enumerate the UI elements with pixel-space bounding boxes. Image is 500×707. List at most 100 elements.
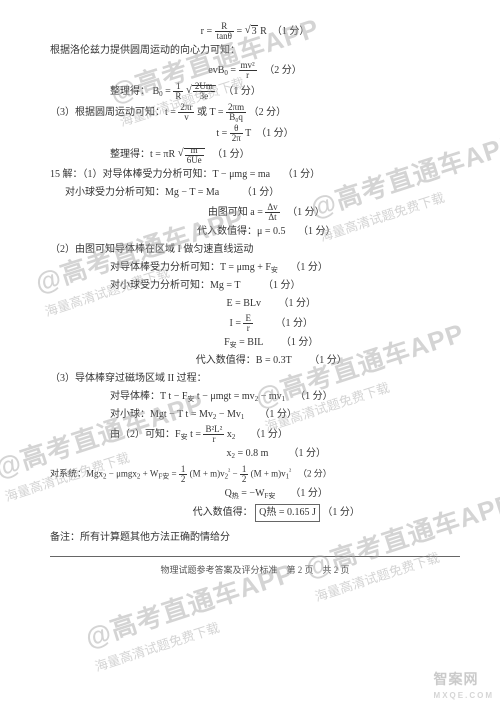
den: Δt [265, 213, 279, 222]
txt: = BIL [239, 337, 263, 348]
txt: 或 T = [197, 107, 226, 118]
radical: √ [245, 24, 251, 36]
txt: 代入数值得： [193, 507, 253, 518]
sub: F安 [158, 472, 169, 480]
ball-force: 对小球受力分析可知：Mg = T （1 分） [50, 278, 460, 294]
den: r [203, 435, 224, 444]
score: （1 分） [282, 206, 325, 217]
eq-t-result: 整理得：t = πR √m6Ue （1 分） [50, 145, 460, 164]
txt: 代入数值得：μ = 0.5 [197, 226, 286, 237]
sub: 2 [232, 433, 236, 441]
txt: 整理得： [110, 86, 150, 97]
score: （1 分） [275, 318, 313, 329]
txt: = [230, 65, 238, 76]
boxed-answer: Q热 = 0.165 J [255, 504, 320, 522]
txt: t − μmgt = mv [197, 391, 255, 402]
sub: 2 [103, 472, 107, 480]
txt: = [172, 468, 179, 478]
score: （1 分） [290, 488, 328, 499]
x2-result: x2 = 0.8 m （1 分） [50, 446, 460, 462]
explain-lorentz: 根据洛伦兹力提供圆周运动的向心力可知： [50, 43, 460, 59]
txt: 对小球受力分析可知：Mg − T = Ma [65, 187, 219, 198]
q15-ball: 对小球受力分析可知：Mg − T = Ma （1 分） [50, 185, 460, 201]
q15-rod: 15 解：（1）对导体棒受力分析可知：T − μmg = ma （1 分） [50, 167, 460, 183]
impulse-ball: 对小球：Mgt − T t = Mv2 − Mv1 （1 分） [50, 407, 460, 423]
den: B₀q [226, 113, 246, 122]
txt: − mv [261, 391, 282, 402]
den: v [178, 113, 194, 122]
sub: 1 [241, 413, 245, 421]
score: （1 分） [283, 169, 321, 180]
score: （1 分） [281, 337, 319, 348]
corner-main: 智案网 [434, 671, 479, 687]
sub: 热 [232, 492, 239, 500]
score: （1 分） [290, 262, 328, 273]
den: tanθ [215, 32, 234, 41]
txt: 由（2）可知：F [110, 429, 181, 440]
radical: √ [178, 147, 184, 159]
txt: − [233, 468, 240, 478]
txt: 15 解：（1）对导体棒受力分析可知：T − μmg = ma [50, 169, 270, 180]
score: （1 分） [309, 355, 347, 366]
eq-fbil: F安 = BIL （1 分） [50, 335, 460, 351]
txt: evB [208, 65, 224, 76]
score: （2 分） [249, 107, 287, 118]
sub: 安 [181, 433, 188, 441]
txt: (M + m)v [251, 468, 286, 478]
score: （1 分） [288, 448, 326, 459]
txt: r = [201, 26, 215, 37]
rod-force: 对导体棒受力分析可知：T = μmg + F安 （1 分） [50, 260, 460, 276]
eq-fat: 由（2）可知：F安 t = B²L²r x2 （1 分） [50, 425, 460, 444]
score: （1 分） [207, 149, 250, 160]
txt: （3）根据圆周运动可知：t = [50, 107, 178, 118]
q-heat: Q热 = −WF安 （1 分） [50, 486, 460, 502]
b-result: 代入数值得：B = 0.3T （1 分） [50, 353, 460, 369]
den: 2 [179, 475, 188, 484]
den: r [243, 324, 253, 333]
sub: 安 [230, 341, 237, 349]
eq-current: I = Er （1 分） [50, 314, 460, 333]
score: （2 分） [259, 65, 302, 76]
den: 6Ue [185, 156, 204, 165]
txt: (M + m)v [190, 468, 225, 478]
eq-a: 由图可知 a = ΔvΔt （1 分） [50, 203, 460, 222]
score: （2 分） [298, 468, 332, 478]
score: （1 分） [279, 298, 317, 309]
txt: = [236, 26, 244, 37]
txt: 由图可知 a = [208, 206, 266, 217]
q-result: 代入数值得： Q热 = 0.165 J （1 分） [50, 504, 460, 522]
sup: ² [289, 467, 291, 475]
corner-sub: MXQE.COM [434, 690, 494, 703]
den: r [239, 71, 257, 80]
txt: 对导体棒：T t − F [110, 391, 187, 402]
score: （1 分） [218, 86, 261, 97]
score: （1 分） [263, 280, 301, 291]
sub: 安 [187, 395, 194, 403]
sub: 1 [282, 395, 286, 403]
score: （1 分） [295, 391, 333, 402]
impulse-rod: 对导体棒：T t − F安 t − μmgt = mv2 − mv1 （1 分） [50, 389, 460, 405]
eq-t-theta: t = θ2π T （1 分） [50, 124, 460, 143]
content: r = Rtanθ = √3 R （1 分） 根据洛伦兹力提供圆周运动的向心力可… [50, 22, 460, 577]
part2-intro: （2）由图可知导体棒在区域 I 做匀速直线运动 [50, 242, 460, 258]
corner-logo: 智案网 MXQE.COM [434, 668, 494, 703]
txt: 代入数值得：B = 0.3T [196, 355, 292, 366]
den: R [173, 92, 183, 101]
txt: 对小球：Mgt − T t = Mv [110, 409, 213, 420]
txt: t = [216, 128, 229, 139]
sub: 2 [137, 472, 141, 480]
sub: 2 [255, 395, 259, 403]
sub: 0 [224, 69, 228, 77]
sub: 2 [232, 452, 236, 460]
footer-rule [50, 556, 460, 557]
txt: + W [143, 468, 159, 478]
mu-result: 代入数值得：μ = 0.5 （1 分） [50, 224, 460, 240]
txt: = −W [241, 488, 264, 499]
eq-emf: E = BLv （1 分） [50, 296, 460, 312]
txt: Q [225, 488, 232, 499]
txt: 对导体棒受力分析可知：T = μmg + F [110, 262, 271, 273]
txt: t = [190, 429, 203, 440]
sub: 安 [271, 266, 278, 274]
part3-intro: （3）导体棒穿过磁场区域 II 过程： [50, 371, 460, 387]
eq-evb: evB0 = mv²r （2 分） [50, 61, 460, 80]
